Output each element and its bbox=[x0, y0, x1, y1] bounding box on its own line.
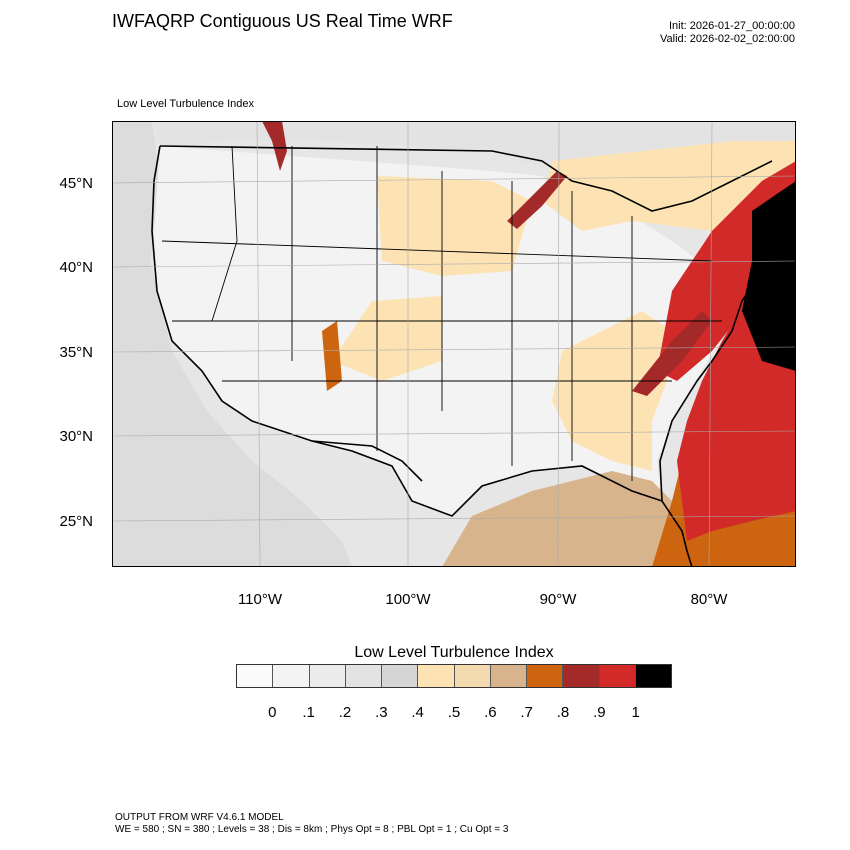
lat-line bbox=[112, 430, 796, 437]
lon-line bbox=[256, 121, 261, 567]
map-border bbox=[112, 121, 796, 567]
colorbar-box bbox=[273, 665, 310, 687]
colorbar-box bbox=[563, 665, 600, 687]
init-time: Init: 2026-01-27_00:00:00 bbox=[669, 20, 795, 32]
state-line bbox=[161, 240, 713, 262]
colorbar-tick-label: .8 bbox=[556, 704, 570, 721]
lon-label-90w: 90°W bbox=[539, 591, 577, 608]
colorbar-box bbox=[490, 665, 527, 687]
colorbar-tick-label: .2 bbox=[338, 704, 352, 721]
colorbar-box bbox=[454, 665, 491, 687]
colorbar-box bbox=[527, 665, 564, 687]
turbulence-map bbox=[112, 121, 796, 567]
colorbar-tick-label: .9 bbox=[593, 704, 606, 721]
lon-line bbox=[557, 121, 560, 567]
east-coast-line bbox=[659, 220, 796, 502]
lat-label-30: 30°N bbox=[59, 428, 93, 445]
colorbar-box bbox=[418, 665, 455, 687]
colorbar-tick-label: .6 bbox=[484, 704, 497, 721]
lat-line bbox=[112, 260, 796, 268]
canada-border-line bbox=[159, 145, 773, 212]
lat-line bbox=[112, 515, 796, 522]
colorbar-tick-label: 1 bbox=[631, 704, 640, 721]
colorbar-box bbox=[237, 665, 274, 687]
graticule bbox=[112, 121, 796, 567]
us-coastline-line bbox=[151, 145, 693, 567]
field-label: Low Level Turbulence Index bbox=[117, 98, 254, 110]
colorbar-box bbox=[599, 665, 636, 687]
colorbar bbox=[236, 664, 672, 688]
colorbar-box bbox=[635, 665, 671, 687]
lat-label-45: 45°N bbox=[59, 175, 93, 192]
map-title: IWFAQRP Contiguous US Real Time WRF bbox=[112, 11, 453, 31]
northern-plains-region bbox=[377, 176, 532, 276]
mexico-border-line bbox=[311, 440, 423, 482]
lon-label-80w: 80°W bbox=[690, 591, 728, 608]
lon-label-100w: 100°W bbox=[385, 591, 431, 608]
appalachian-band bbox=[632, 311, 712, 396]
lat-line bbox=[112, 346, 796, 353]
valid-time: Valid: 2026-02-02_02:00:00 bbox=[660, 33, 795, 45]
lat-label-40: 40°N bbox=[59, 259, 93, 276]
colorbar-box bbox=[382, 665, 419, 687]
lat-label-35: 35°N bbox=[59, 344, 93, 361]
offshore-max-region bbox=[742, 181, 796, 371]
colorbar-tick-label: .3 bbox=[375, 704, 388, 721]
colorbar-tick-label: 0 bbox=[268, 704, 277, 721]
lake-superior-band bbox=[507, 171, 567, 229]
state-line bbox=[211, 145, 238, 322]
lon-line bbox=[708, 121, 713, 567]
southern-rockies-band bbox=[322, 321, 342, 391]
colorbar-tick-label: .7 bbox=[520, 704, 533, 721]
northern-rockies-band bbox=[262, 121, 287, 171]
colorbar-title: Low Level Turbulence Index bbox=[354, 644, 554, 661]
colorbar-tick-label: .1 bbox=[302, 704, 315, 721]
gulf-region bbox=[442, 471, 672, 567]
southeast-region bbox=[552, 311, 672, 471]
great-lakes-region bbox=[542, 141, 796, 231]
colorbar-box bbox=[345, 665, 382, 687]
state-borders bbox=[161, 145, 722, 481]
central-plains-region bbox=[332, 296, 442, 381]
colorbar-tick-label: .4 bbox=[411, 704, 424, 721]
model-config: WE = 580 ; SN = 380 ; Levels = 38 ; Dis … bbox=[115, 824, 509, 835]
lon-label-110w: 110°W bbox=[237, 591, 283, 608]
lat-line bbox=[112, 175, 796, 184]
model-info: OUTPUT FROM WRF V4.6.1 MODEL bbox=[115, 812, 284, 823]
lat-label-25: 25°N bbox=[59, 513, 93, 530]
colorbar-tick-label: .5 bbox=[447, 704, 461, 721]
coastlines bbox=[151, 145, 796, 567]
colorbar-box bbox=[309, 665, 346, 687]
pacific-region bbox=[112, 121, 352, 567]
